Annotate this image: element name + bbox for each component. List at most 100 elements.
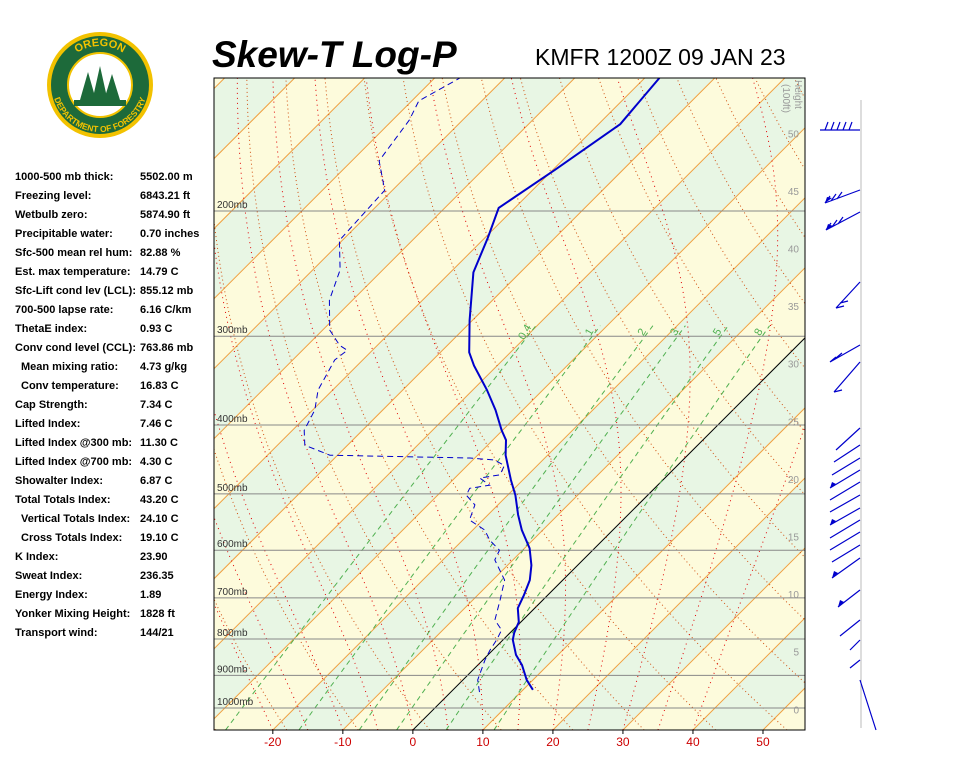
dry-adiabat — [480, 78, 805, 621]
index-label: Mean mixing ratio: — [21, 361, 118, 373]
x-tick-label: 40 — [686, 735, 700, 749]
index-label: Lifted Index @300 mb: — [15, 437, 132, 449]
index-value: 11.30 C — [140, 437, 178, 449]
index-value: 7.34 C — [140, 399, 172, 411]
index-value: 7.46 C — [140, 418, 172, 430]
isotherm — [482, 407, 805, 730]
index-label: Energy Index: — [15, 589, 88, 601]
dry-adiabat — [324, 78, 645, 730]
index-label: Freezing level: — [15, 190, 91, 202]
height-tick-label: 5 — [793, 648, 799, 659]
mixing-ratio-line — [445, 325, 729, 730]
height-tick-label: 35 — [788, 302, 800, 313]
index-label: Cap Strength: — [15, 399, 88, 411]
index-label: Sfc-500 mean rel hum: — [15, 247, 132, 259]
index-label: Est. max temperature: — [15, 266, 131, 278]
mixing-ratio-line — [493, 325, 771, 730]
index-value: 0.70 inches — [140, 228, 199, 240]
isotherm — [552, 477, 805, 730]
height-tick-label: 50 — [788, 129, 800, 140]
dry-adiabat — [285, 78, 574, 730]
index-label: Sfc-Lift cond lev (LCL): — [15, 285, 136, 297]
pressure-label: 1000mb — [217, 697, 254, 708]
title: Skew-T Log-P — [212, 34, 457, 75]
mixing-ratio-line — [358, 325, 654, 730]
dry-adiabat — [793, 78, 805, 100]
pressure-label: 300mb — [217, 325, 248, 336]
height-tick-label: 25 — [788, 417, 800, 428]
indices: 1000-500 mb thick: 5502.00 m Freezing leve… — [15, 171, 199, 639]
dry-adiabat — [872, 78, 960, 730]
pressure-label: 900mb — [217, 664, 248, 675]
index-label: ThetaE index: — [15, 323, 87, 335]
logo-top-text: OREGON — [73, 37, 128, 56]
mixing-ratio-label: 5 — [711, 327, 724, 338]
index-label: Showalter Index: — [15, 475, 103, 487]
logo-trees — [80, 66, 120, 102]
isotherm-band — [833, 78, 960, 730]
index-label: Cross Totals Index: — [21, 532, 122, 544]
index-label: 700-500 lapse rate: — [15, 304, 113, 316]
index-value: 6843.21 ft — [140, 190, 190, 202]
dry-adiabat — [214, 216, 431, 730]
isotherm-band — [0, 78, 15, 730]
mixing-ratio-label: 2 — [636, 327, 649, 338]
wind-barb-flags — [825, 197, 844, 607]
isotherm-band — [214, 127, 805, 730]
pressure-label: 600mb — [217, 539, 248, 550]
height-tick-label: 40 — [788, 244, 800, 255]
index-label: Conv cond level (CCL): — [15, 342, 136, 354]
pressure-label: 700mb — [217, 587, 248, 598]
isotherm — [342, 267, 805, 730]
index-value: 82.88 % — [140, 247, 181, 259]
mixing-ratio-line — [225, 325, 537, 730]
isotherm — [214, 127, 805, 720]
isotherm — [214, 78, 716, 580]
index-label: Precipitable water: — [15, 228, 113, 240]
index-value: 16.83 C — [140, 380, 179, 392]
index-value: 24.10 C — [140, 513, 179, 525]
index-value: 6.16 C/km — [140, 304, 192, 316]
isotherm — [272, 197, 805, 730]
dewpoint-trace — [303, 78, 506, 693]
x-tick-label: 30 — [616, 735, 630, 749]
pressure-label: 200mb — [217, 200, 248, 211]
index-value: 4.30 C — [140, 456, 172, 468]
index-value: 14.79 C — [140, 266, 179, 278]
logo-top-path: OREGON — [73, 37, 128, 56]
height-unit: (100ft) — [780, 84, 791, 113]
isotherm — [0, 78, 15, 730]
height-title: Height — [792, 80, 803, 109]
x-tick-label: 10 — [476, 735, 490, 749]
x-tick-label: -10 — [334, 735, 352, 749]
isotherm — [833, 78, 960, 730]
mixing-ratio-label: 8 — [752, 327, 765, 338]
index-label: K Index: — [15, 551, 58, 563]
plot-area — [0, 78, 960, 730]
height-tick-label: 15 — [788, 532, 800, 543]
index-value: 144/21 — [140, 627, 174, 639]
isotherm — [214, 78, 436, 300]
index-label: Wetbulb zero: — [15, 209, 88, 221]
index-label: Vertical Totals Index: — [21, 513, 130, 525]
height-tick-label: 10 — [788, 590, 800, 601]
logo-ground — [74, 100, 126, 106]
isotherm — [214, 78, 576, 440]
index-value: 1828 ft — [140, 608, 175, 620]
isotherm-band — [214, 78, 805, 719]
index-value: 5874.90 ft — [140, 209, 190, 221]
height-tick-label: 30 — [788, 360, 800, 371]
height-tick-label: 20 — [788, 475, 800, 486]
pressure-label: 500mb — [217, 483, 248, 494]
station: KMFR 1200Z 09 JAN 23 — [535, 44, 786, 70]
mixing-ratio-line — [298, 325, 601, 730]
isotherm — [692, 617, 805, 730]
wind-barbs — [820, 121, 877, 731]
moist-adiabat — [692, 424, 805, 730]
height-tick-label: 45 — [788, 187, 800, 198]
mixing-ratio-label: 3 — [668, 327, 681, 338]
index-value: 1.89 — [140, 589, 161, 601]
moist-adiabat — [272, 78, 449, 730]
x-tick-label: 0 — [410, 735, 417, 749]
index-value: 0.93 C — [140, 323, 172, 335]
